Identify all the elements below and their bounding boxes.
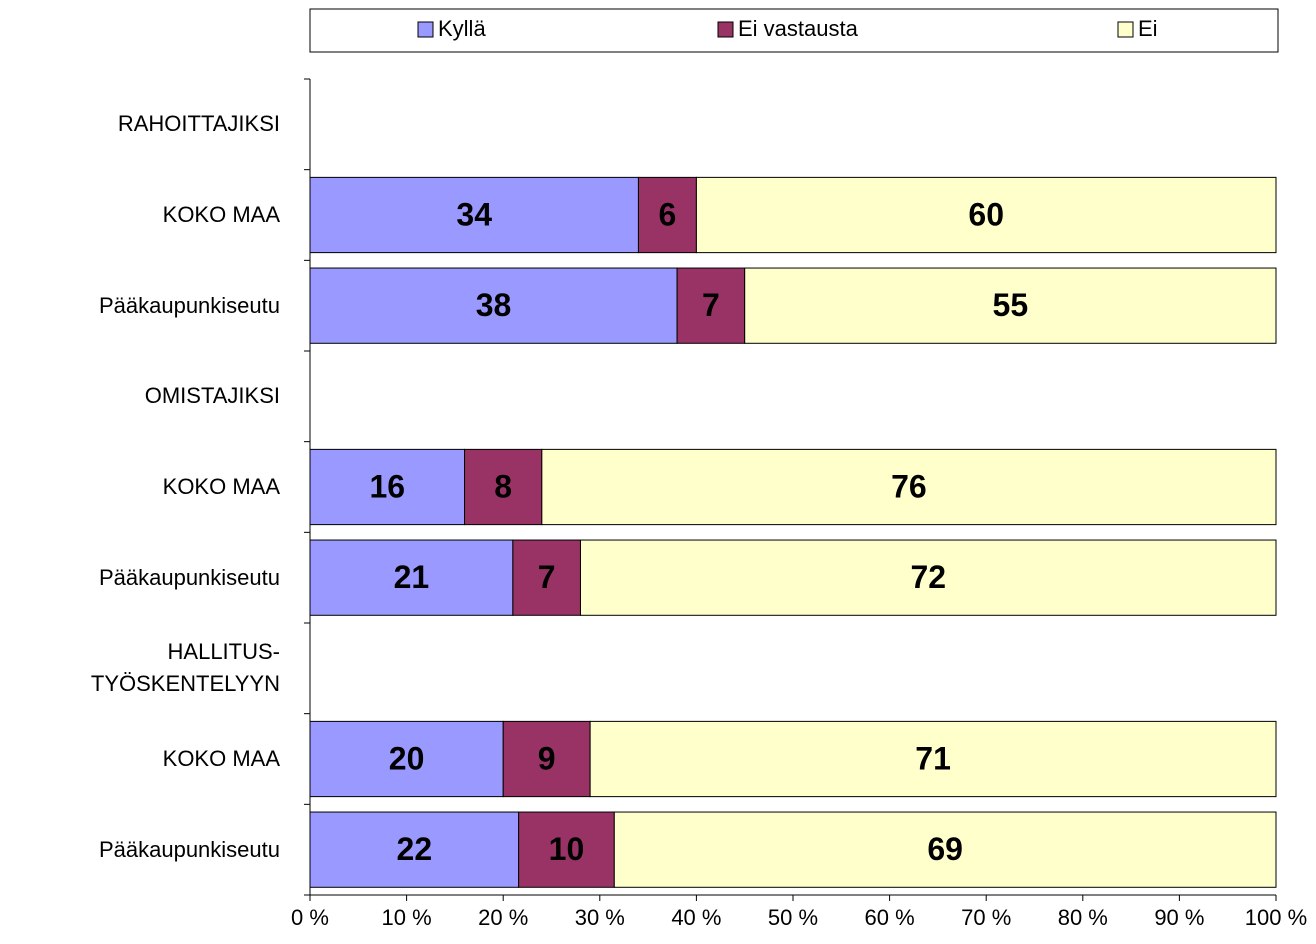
data-label: 34 (456, 196, 492, 232)
data-label: 69 (927, 831, 963, 867)
bar-segment (676, 267, 746, 344)
x-tick-label: 0 % (291, 905, 329, 930)
data-label: 55 (993, 287, 1029, 323)
bar-segment (589, 720, 1277, 798)
data-label: 72 (910, 559, 946, 595)
bar-segment (637, 176, 697, 254)
bar-segment (309, 811, 520, 888)
bar-segment (579, 539, 1277, 616)
bar-segment (518, 811, 615, 888)
data-label: 16 (369, 468, 405, 504)
bar-segment (309, 448, 466, 526)
bar-segment (695, 176, 1277, 254)
bar-segment (512, 539, 581, 616)
y-tick-label: HALLITUS- TYÖSKENTELYYN (90, 639, 280, 697)
y-tick-label: OMISTAJIKSI (144, 383, 280, 409)
data-label: 60 (968, 196, 1004, 232)
legend-swatch (717, 21, 734, 38)
y-tick-label: Pääkaupunkiseutu (98, 836, 280, 862)
legend-label: Ei (1138, 16, 1158, 41)
data-label: 10 (549, 831, 585, 867)
y-tick-label: KOKO MAA (162, 746, 280, 772)
data-label: 7 (702, 287, 720, 323)
data-label: 8 (494, 468, 512, 504)
x-tick-label: 90 % (1154, 905, 1204, 930)
x-tick-label: 100 % (1245, 905, 1307, 930)
data-label: 38 (476, 287, 512, 323)
legend-box (309, 8, 1279, 53)
x-tick-label: 60 % (865, 905, 915, 930)
data-label: 9 (538, 740, 556, 776)
data-label: 20 (389, 740, 425, 776)
y-tick-label: KOKO MAA (162, 202, 280, 228)
bar-segment (309, 267, 678, 344)
legend-swatch (1117, 21, 1134, 38)
x-tick-label: 70 % (961, 905, 1011, 930)
data-label: 7 (538, 559, 556, 595)
data-label: 22 (397, 831, 433, 867)
y-tick-label: Pääkaupunkiseutu (98, 292, 280, 318)
y-tick-label: KOKO MAA (162, 474, 280, 500)
y-tick-label: RAHOITTAJIKSI (117, 111, 280, 137)
data-label: 21 (394, 559, 430, 595)
y-tick-label: Pääkaupunkiseutu (98, 564, 280, 590)
bar-segment (541, 448, 1277, 526)
bar-segment (309, 539, 514, 616)
bar-segment (309, 176, 639, 254)
legend-swatch (417, 21, 434, 38)
bar-segment (744, 267, 1277, 344)
x-tick-label: 50 % (768, 905, 818, 930)
x-tick-label: 10 % (382, 905, 432, 930)
x-tick-label: 30 % (575, 905, 625, 930)
data-label: 71 (915, 740, 951, 776)
legend-label: Ei vastausta (738, 16, 859, 41)
x-tick-label: 40 % (671, 905, 721, 930)
x-tick-label: 80 % (1058, 905, 1108, 930)
legend-label: Kyllä (438, 16, 486, 41)
data-label: 6 (659, 196, 677, 232)
bar-segment (502, 720, 591, 798)
x-tick-label: 20 % (478, 905, 528, 930)
data-label: 76 (891, 468, 927, 504)
bar-segment (613, 811, 1277, 888)
